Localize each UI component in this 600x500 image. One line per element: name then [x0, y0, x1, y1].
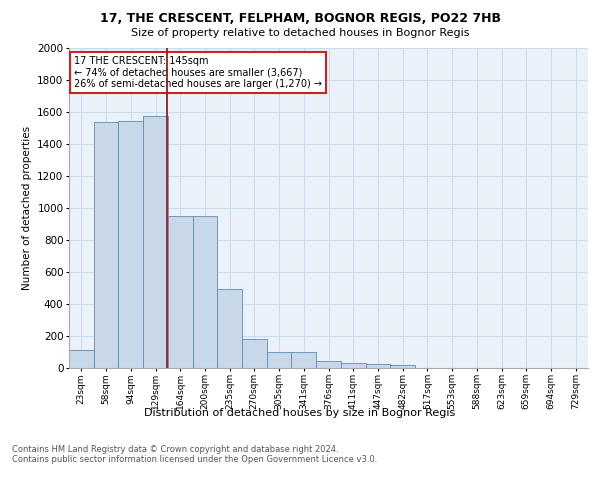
Bar	[292, 352, 316, 368]
Bar	[69, 350, 94, 368]
Bar	[143, 116, 168, 368]
Text: 17, THE CRESCENT, FELPHAM, BOGNOR REGIS, PO22 7HB: 17, THE CRESCENT, FELPHAM, BOGNOR REGIS,…	[100, 12, 500, 26]
Text: Distribution of detached houses by size in Bognor Regis: Distribution of detached houses by size …	[145, 408, 455, 418]
Bar	[193, 216, 217, 368]
Bar	[94, 122, 118, 368]
Bar	[341, 362, 365, 368]
Bar	[242, 338, 267, 368]
Y-axis label: Number of detached properties: Number of detached properties	[22, 126, 32, 290]
Bar	[365, 364, 390, 368]
Text: Size of property relative to detached houses in Bognor Regis: Size of property relative to detached ho…	[131, 28, 469, 38]
Bar	[267, 352, 292, 368]
Bar	[316, 361, 341, 368]
Bar	[390, 365, 415, 368]
Text: Contains HM Land Registry data © Crown copyright and database right 2024.
Contai: Contains HM Land Registry data © Crown c…	[12, 445, 377, 464]
Bar	[168, 216, 193, 368]
Bar	[217, 289, 242, 368]
Bar	[118, 121, 143, 368]
Text: 17 THE CRESCENT: 145sqm
← 74% of detached houses are smaller (3,667)
26% of semi: 17 THE CRESCENT: 145sqm ← 74% of detache…	[74, 56, 322, 88]
